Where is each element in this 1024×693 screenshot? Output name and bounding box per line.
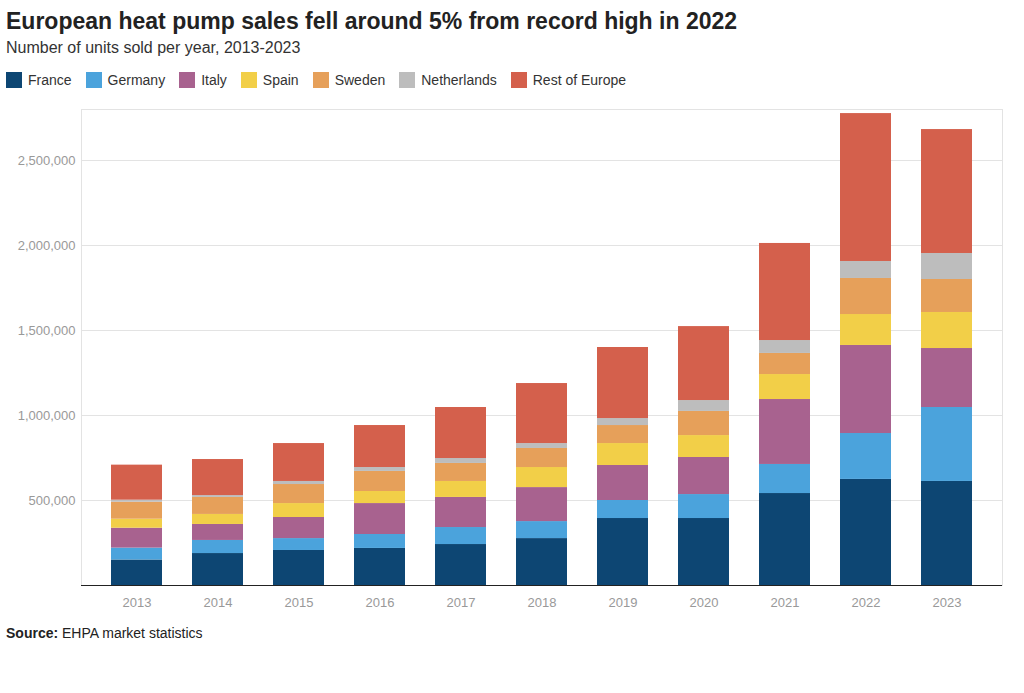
svg-text:2018: 2018: [528, 595, 557, 610]
svg-text:500,000: 500,000: [29, 493, 76, 508]
svg-text:2013: 2013: [123, 595, 152, 610]
svg-text:2014: 2014: [204, 595, 233, 610]
svg-text:2015: 2015: [285, 595, 314, 610]
html-text:Rest of Europe: Rest of Europe: [532, 72, 627, 88]
html-text:Germany: Germany: [107, 72, 166, 88]
svg-text:1,500,000: 1,500,000: [18, 323, 76, 338]
svg-text:2020: 2020: [690, 595, 719, 610]
svg-text:2021: 2021: [771, 595, 800, 610]
html-text:Netherlands: Netherlands: [421, 72, 497, 88]
html-text:Number of units sold per year,: Number of units sold per year, 2013-2023: [6, 39, 301, 56]
svg-text:2017: 2017: [447, 595, 476, 610]
html-text:Sweden: Sweden: [334, 72, 386, 88]
svg-text:1,000,000: 1,000,000: [18, 408, 76, 423]
html-text:France: France: [28, 72, 72, 88]
svg-text:2,500,000: 2,500,000: [18, 153, 76, 168]
svg-text:2,000,000: 2,000,000: [18, 238, 76, 253]
html-text:European heat pump sales fell: European heat pump sales fell around 5% …: [6, 8, 738, 34]
html-text:Source: EHPA market statistics: Source: EHPA market statistics: [6, 625, 203, 641]
html-text:Spain: Spain: [262, 72, 299, 88]
svg-text:2019: 2019: [609, 595, 638, 610]
html-text:Italy: Italy: [201, 72, 227, 88]
svg-text:2022: 2022: [852, 595, 881, 610]
svg-text:2023: 2023: [933, 595, 962, 610]
svg-text:2016: 2016: [366, 595, 395, 610]
